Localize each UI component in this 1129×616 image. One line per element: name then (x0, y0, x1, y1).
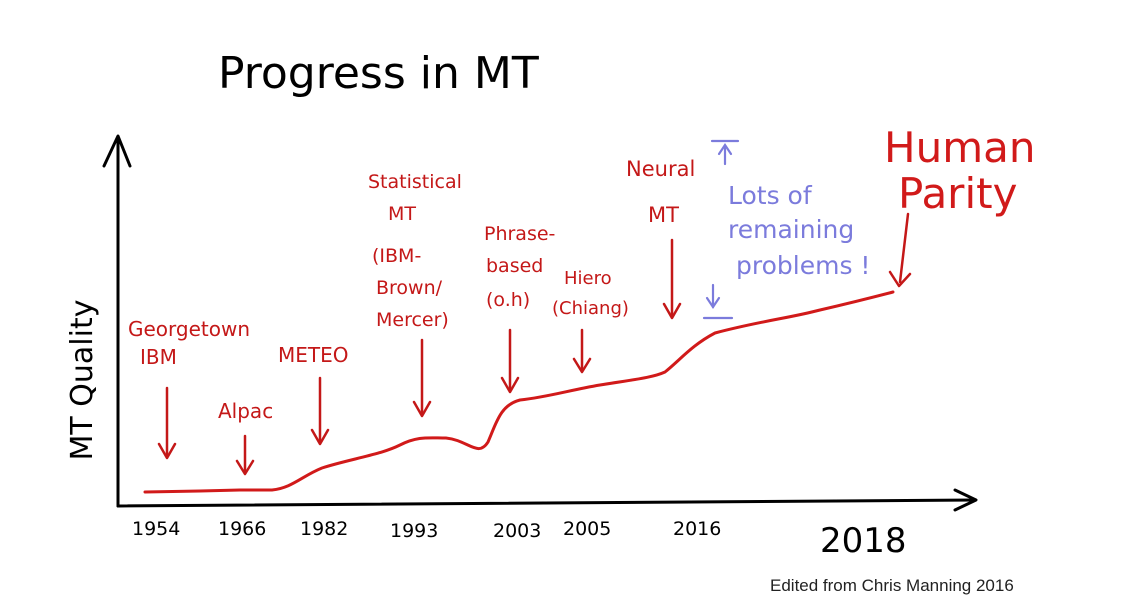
annotation-statistical-line2: MT (388, 203, 416, 225)
x-tick-1993: 1993 (390, 520, 438, 542)
remaining-note-line3: problems ! (736, 251, 870, 280)
x-tick-2003: 2003 (493, 520, 541, 542)
arrow-hiero (572, 328, 592, 374)
arrow-statistical (412, 338, 432, 418)
x-tick-1982: 1982 (300, 518, 348, 540)
annotation-parity-line2: Parity (898, 169, 1017, 218)
credit-note: Edited from Chris Manning 2016 (770, 576, 1014, 595)
x-tick-2016: 2016 (673, 518, 721, 540)
annotation-georgetown-line2: IBM (140, 345, 177, 369)
y-axis-arrow (102, 134, 132, 168)
annotation-hiero-line2: (Chiang) (552, 298, 629, 319)
annotation-neural-line2: MT (648, 203, 679, 227)
annotation-phrase: Phrase- based (o.h) (484, 223, 561, 311)
annotation-statistical-line4: Brown/ (376, 277, 443, 299)
annotation-statistical-line3: (IBM- (372, 245, 421, 267)
annotation-meteo: METEO (278, 343, 349, 367)
y-axis-label: MT Quality (65, 300, 100, 461)
annotation-meteo-line1: METEO (278, 343, 349, 367)
annotation-parity-line1: Human (884, 123, 1035, 172)
arrow-georgetown (157, 386, 177, 460)
remaining-range-marker (702, 139, 740, 320)
annotation-neural-line1: Neural (626, 157, 695, 181)
annotation-neural: Neural MT (626, 157, 702, 227)
annotation-hiero: Hiero (Chiang) (552, 268, 629, 319)
arrow-alpac (235, 434, 255, 476)
annotation-phrase-line3: (o.h) (486, 289, 530, 311)
x-axis (116, 498, 977, 508)
annotation-parity: Human Parity (884, 123, 1049, 218)
annotation-statistical-line5: Mercer) (376, 309, 449, 331)
annotation-statistical: Statistical MT (IBM- Brown/ Mercer) (368, 171, 468, 331)
annotation-georgetown: Georgetown IBM (128, 317, 256, 369)
arrow-parity (888, 212, 912, 288)
x-tick-1966: 1966 (218, 518, 266, 540)
annotation-alpac: Alpac (218, 399, 273, 423)
arrow-phrase (500, 328, 520, 394)
x-tick-2018: 2018 (820, 521, 907, 561)
quality-curve (143, 290, 895, 494)
chart-title: Progress in MT (218, 48, 539, 99)
x-axis-arrow (953, 488, 978, 512)
arrow-meteo (310, 376, 330, 446)
remaining-note-line1: Lots of (728, 181, 813, 210)
annotation-georgetown-line1: Georgetown (128, 317, 250, 341)
annotation-alpac-line1: Alpac (218, 399, 273, 423)
annotation-phrase-line1: Phrase- (484, 223, 555, 245)
annotation-hiero-line1: Hiero (564, 268, 612, 289)
remaining-note-line2: remaining (728, 215, 854, 244)
x-tick-2005: 2005 (563, 518, 611, 540)
annotation-phrase-line2: based (486, 255, 543, 277)
remaining-problems-note: Lots of remaining problems ! (728, 181, 870, 280)
x-tick-1954: 1954 (132, 518, 180, 540)
annotation-statistical-line1: Statistical (368, 171, 462, 193)
arrow-neural (662, 238, 682, 320)
